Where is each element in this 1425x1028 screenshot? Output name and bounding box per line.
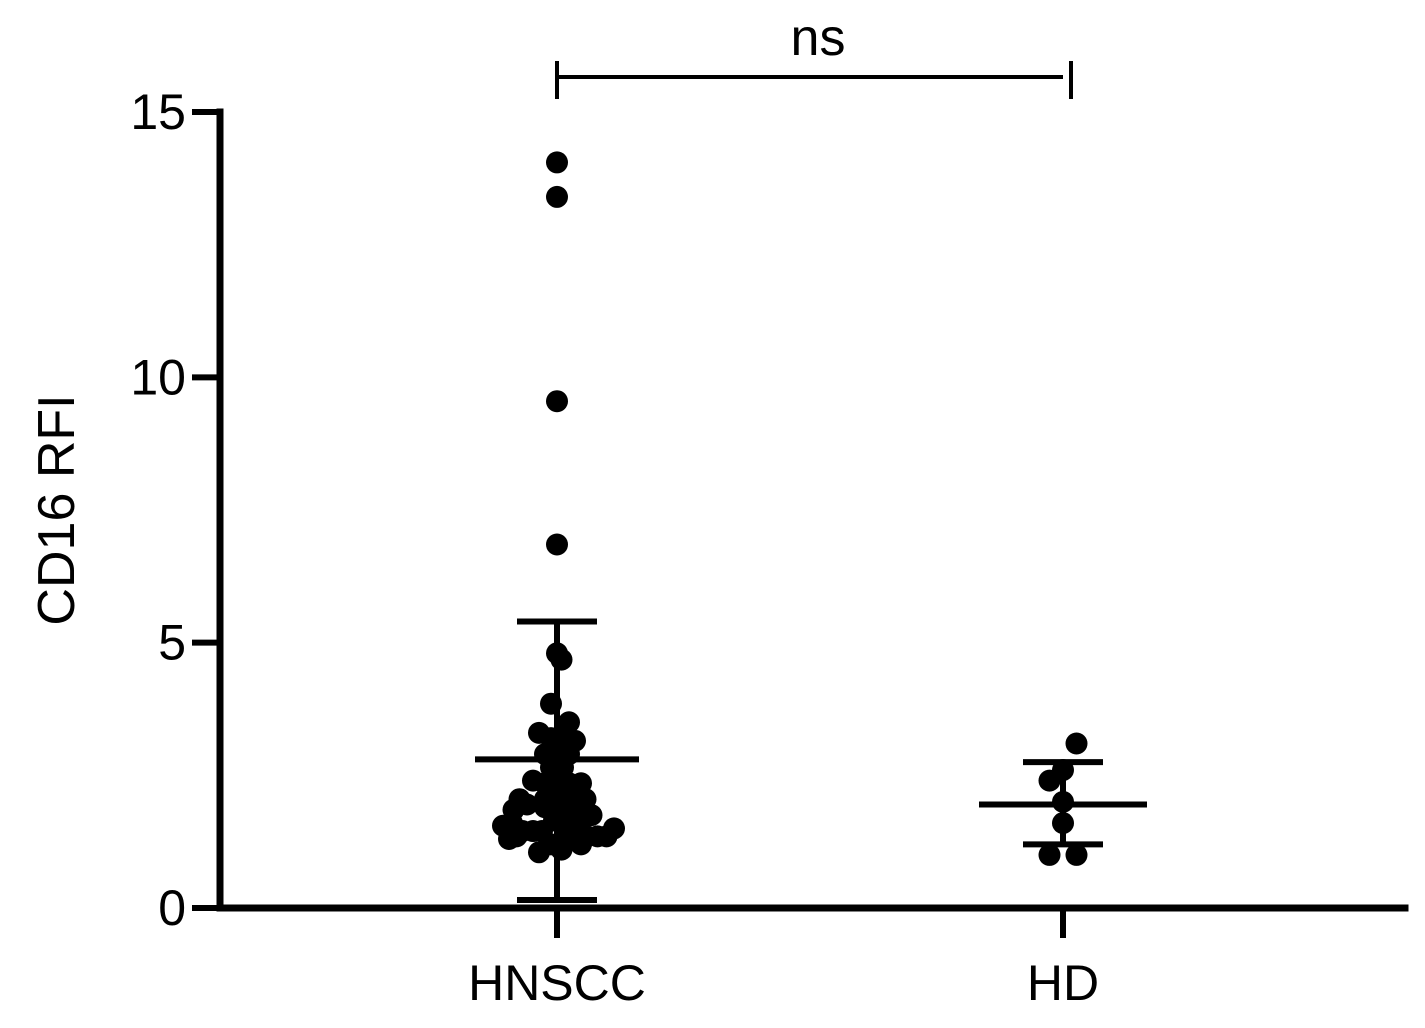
significance-label: ns xyxy=(791,9,846,67)
x-category-label: HNSCC xyxy=(468,955,646,1011)
x-category-label: HD xyxy=(1027,955,1099,1011)
y-axis-title: CD16 RFI xyxy=(28,394,86,625)
data-point-hd xyxy=(1065,732,1088,755)
data-point-hd xyxy=(1038,843,1061,866)
ticks-layer: 0 5 10 15 HNSCC HD xyxy=(130,84,1099,1011)
data-points-layer xyxy=(492,151,1088,866)
data-point-hnscc xyxy=(546,185,568,208)
data-point-hnscc xyxy=(546,151,568,174)
data-point-hnscc xyxy=(546,390,568,413)
data-point-hnscc xyxy=(570,833,592,856)
data-point-hnscc xyxy=(540,692,562,715)
data-point-hnscc xyxy=(550,838,573,861)
significance-bracket: ns xyxy=(555,9,1073,99)
data-point-hd xyxy=(1038,769,1061,792)
y-tick-label: 15 xyxy=(130,84,186,140)
data-point-hd xyxy=(1052,790,1074,813)
data-point-hnscc xyxy=(516,793,538,816)
data-point-hd xyxy=(1052,812,1074,835)
y-tick-label: 10 xyxy=(130,349,186,405)
axes-layer xyxy=(216,108,1409,912)
data-point-hnscc xyxy=(498,828,520,851)
data-point-hd xyxy=(1065,843,1088,866)
y-tick-label: 0 xyxy=(158,880,186,936)
data-point-hnscc xyxy=(550,648,573,671)
data-point-hnscc xyxy=(603,817,625,840)
data-point-hnscc xyxy=(546,533,568,556)
y-tick-label: 5 xyxy=(158,615,186,671)
